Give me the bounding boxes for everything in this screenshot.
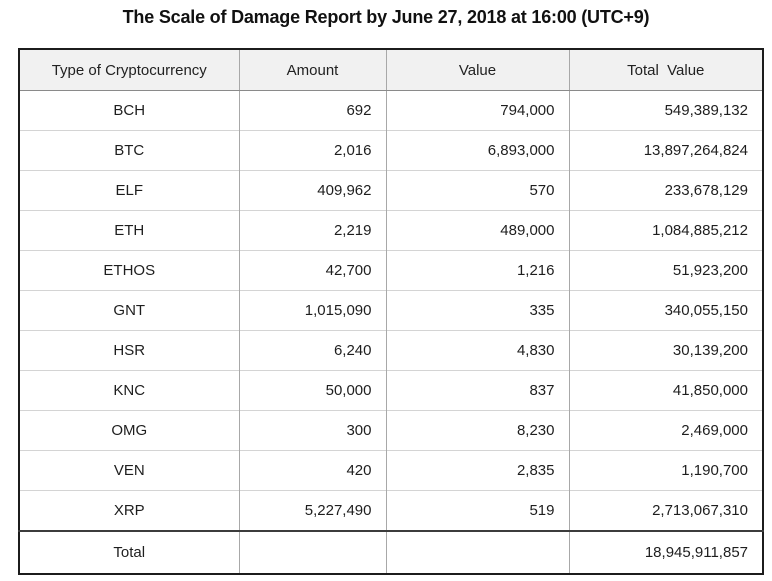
cell-amount: 50,000: [238, 370, 386, 411]
cell-type: VEN: [18, 450, 239, 491]
cell-type: ETH: [18, 210, 239, 251]
table-row: KNC 50,000 837 41,850,000: [18, 370, 763, 411]
cell-value: 4,830: [385, 330, 569, 371]
table-row: HSR 6,240 4,830 30,139,200: [18, 330, 763, 371]
cell-total: 340,055,150: [568, 290, 763, 331]
cell-value: 8,230: [385, 410, 569, 451]
cell-amount: 5,227,490: [238, 490, 386, 531]
cell-total: 41,850,000: [568, 370, 763, 411]
column-header-amount: Amount: [238, 49, 386, 91]
cell-total: 1,084,885,212: [568, 210, 763, 251]
damage-report-table: Type of Cryptocurrency Amount Value Tota…: [18, 48, 764, 575]
cell-value: 2,835: [385, 450, 569, 491]
table-row: VEN 420 2,835 1,190,700: [18, 450, 763, 491]
cell-type: HSR: [18, 330, 239, 371]
cell-amount: 2,219: [238, 210, 386, 251]
cell-value: 794,000: [385, 90, 569, 131]
cell-amount: 6,240: [238, 330, 386, 371]
cell-total: 233,678,129: [568, 170, 763, 211]
cell-amount: 420: [238, 450, 386, 491]
column-header-value: Value: [385, 49, 569, 91]
column-header-type: Type of Cryptocurrency: [18, 49, 239, 91]
page-title: The Scale of Damage Report by June 27, 2…: [122, 7, 650, 27]
table-header: Type of Cryptocurrency Amount Value Tota…: [18, 49, 763, 91]
cell-total-amount: [238, 530, 386, 574]
cell-type: ETHOS: [18, 250, 239, 291]
cell-total-label: Total: [18, 530, 239, 574]
cell-value: 837: [385, 370, 569, 411]
column-header-total-value: Total Value: [568, 49, 763, 91]
cell-amount: 1,015,090: [238, 290, 386, 331]
cell-total: 51,923,200: [568, 250, 763, 291]
table-row: BTC 2,016 6,893,000 13,897,264,824: [18, 130, 763, 171]
cell-total: 549,389,132: [568, 90, 763, 131]
cell-total: 30,139,200: [568, 330, 763, 371]
table-row: BCH 692 794,000 549,389,132: [18, 90, 763, 131]
header-row: Type of Cryptocurrency Amount Value Tota…: [18, 49, 763, 91]
cell-total-total-value: 18,945,911,857: [568, 530, 763, 574]
cell-amount: 2,016: [238, 130, 386, 171]
cell-value: 570: [385, 170, 569, 211]
cell-type: BCH: [18, 90, 239, 131]
table-row: OMG 300 8,230 2,469,000: [18, 410, 763, 451]
cell-value: 519: [385, 490, 569, 531]
table-body: BCH 692 794,000 549,389,132 BTC 2,016 6,893,00…: [18, 90, 763, 574]
cell-type: KNC: [18, 370, 239, 411]
cell-type: XRP: [18, 490, 239, 531]
table-row: XRP 5,227,490 519 2,713,067,310: [18, 490, 763, 531]
cell-type: GNT: [18, 290, 239, 331]
table-row: ELF 409,962 570 233,678,129: [18, 170, 763, 211]
cell-value: 335: [385, 290, 569, 331]
cell-type: OMG: [18, 410, 239, 451]
total-row: Total 18,945,911,857: [18, 530, 763, 574]
cell-value: 489,000: [385, 210, 569, 251]
cell-total: 2,469,000: [568, 410, 763, 451]
table-row: GNT 1,015,090 335 340,055,150: [18, 290, 763, 331]
cell-amount: 300: [238, 410, 386, 451]
cell-value: 6,893,000: [385, 130, 569, 171]
table-row: ETH 2,219 489,000 1,084,885,212: [18, 210, 763, 251]
cell-total: 1,190,700: [568, 450, 763, 491]
table-row: ETHOS 42,700 1,216 51,923,200: [18, 250, 763, 291]
cell-value: 1,216: [385, 250, 569, 291]
cell-total-value: [385, 530, 569, 574]
cell-total: 2,713,067,310: [568, 490, 763, 531]
cell-type: BTC: [18, 130, 239, 171]
cell-amount: 692: [238, 90, 386, 131]
cell-amount: 409,962: [238, 170, 386, 211]
cell-type: ELF: [18, 170, 239, 211]
cell-amount: 42,700: [238, 250, 386, 291]
cell-total: 13,897,264,824: [568, 130, 763, 171]
